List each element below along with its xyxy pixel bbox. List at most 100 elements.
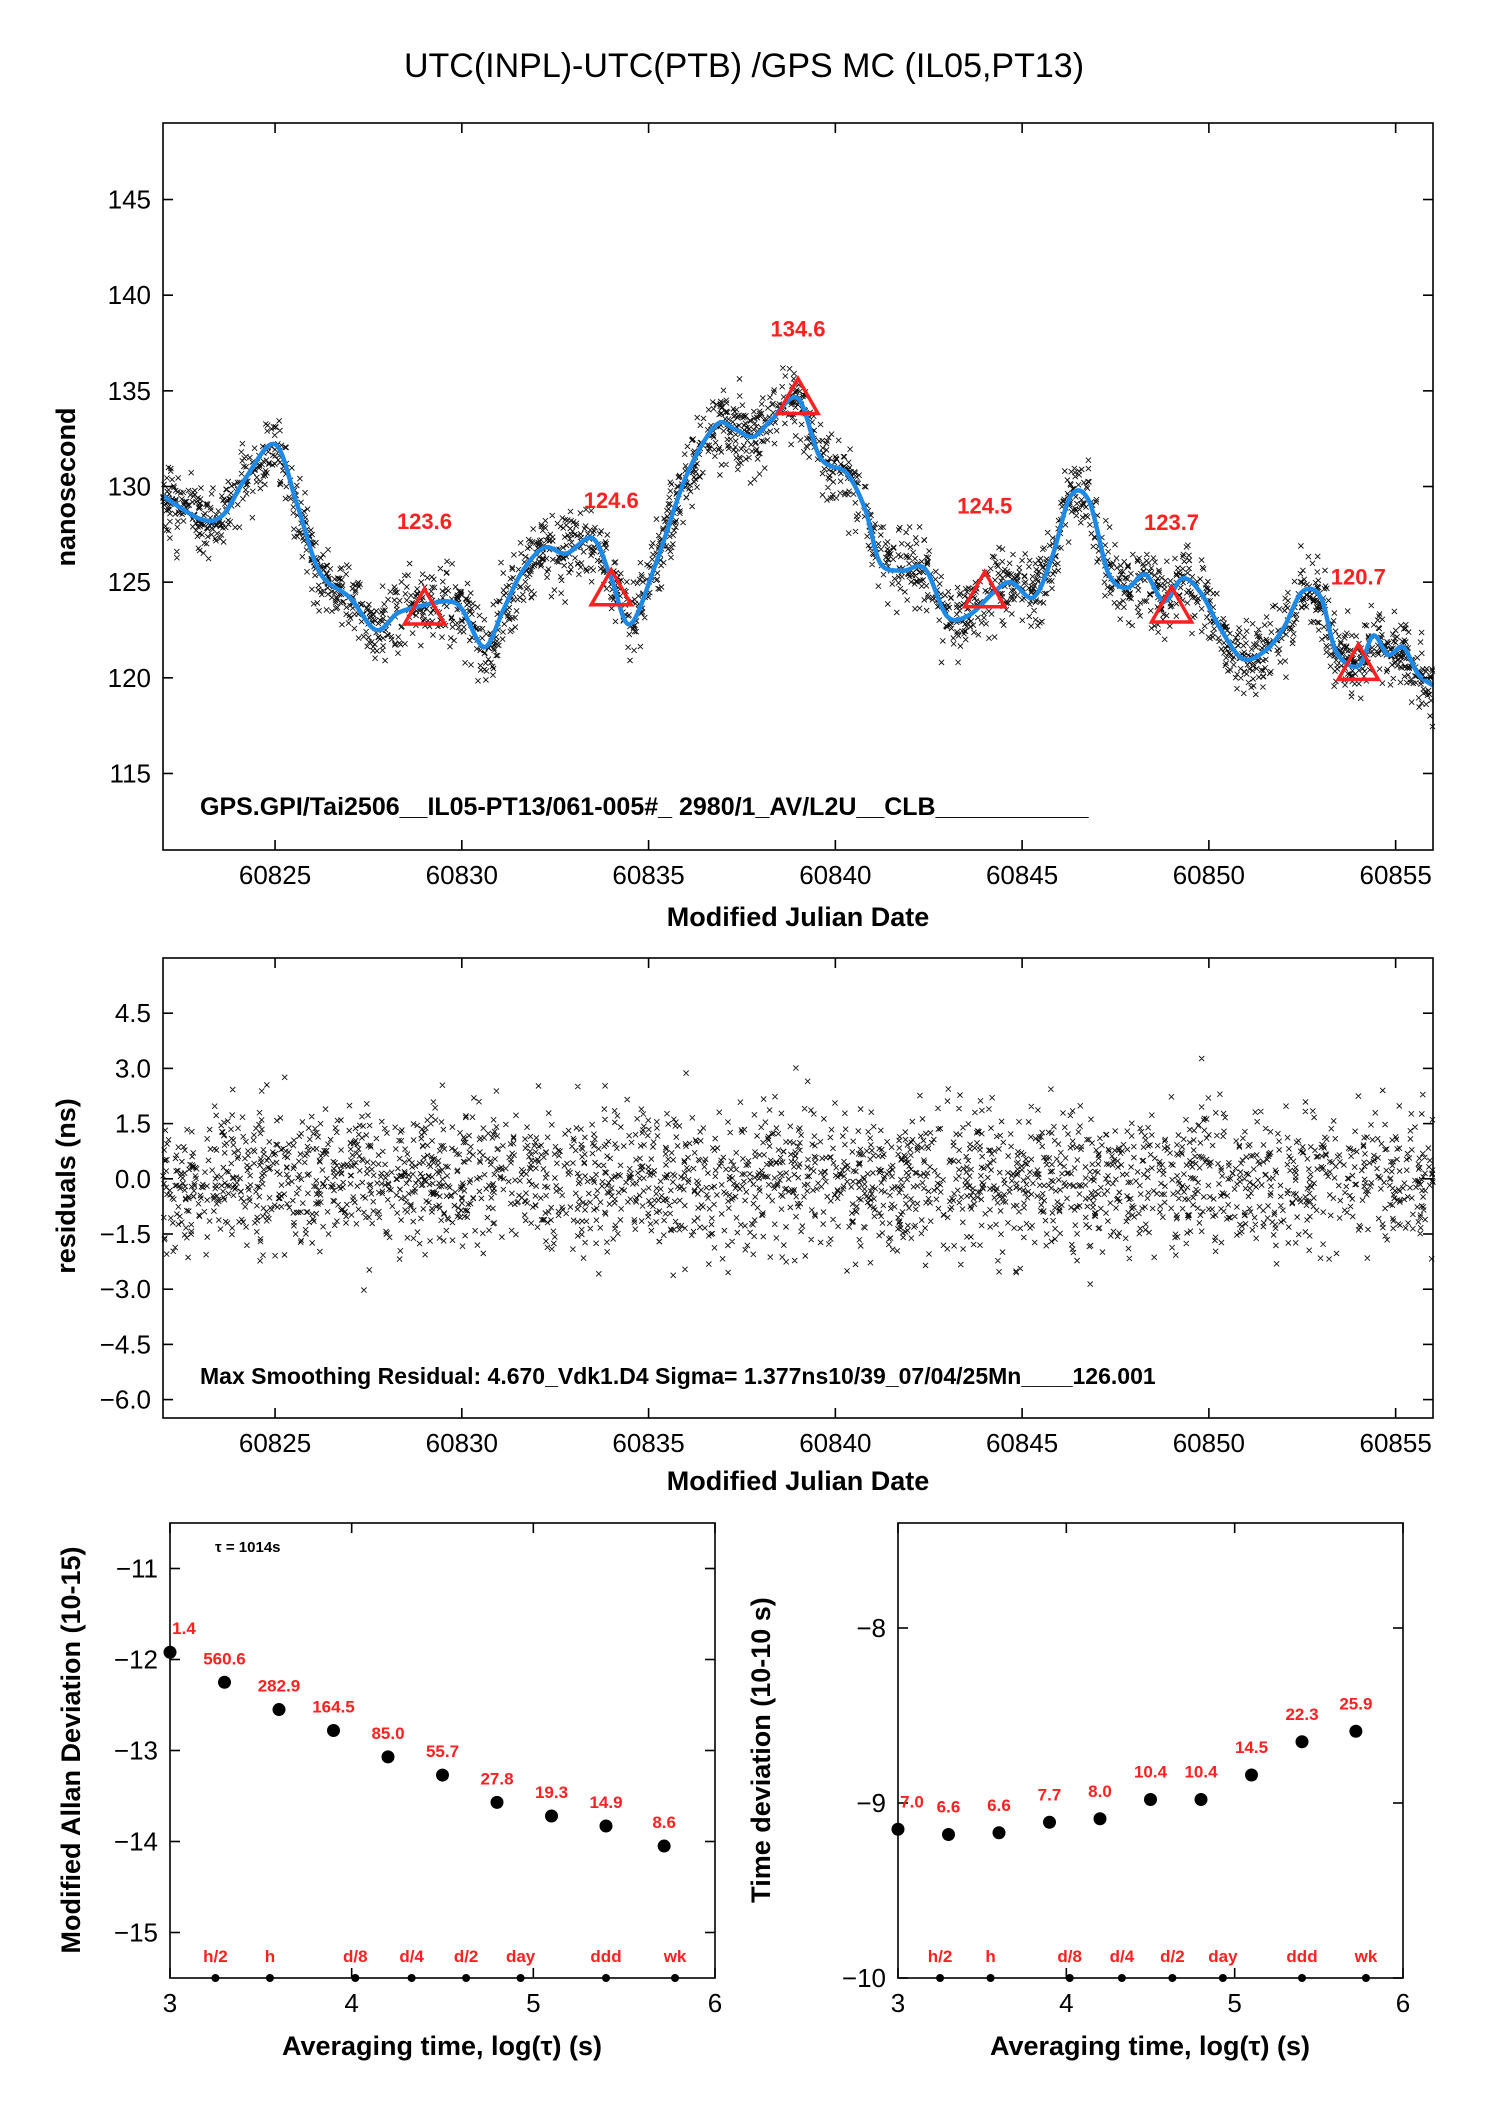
main-y-tick-label: 120 — [108, 663, 151, 693]
main-x-tick-label: 60845 — [986, 860, 1058, 890]
main-y-tick-label: 130 — [108, 472, 151, 502]
residuals-x-tick-label: 60825 — [239, 1428, 311, 1458]
allan-reference-label: wk — [663, 1947, 687, 1966]
residuals-y-tick-label: 1.5 — [115, 1109, 151, 1139]
allan-point-label: 55.7 — [426, 1742, 459, 1761]
triangle-marker — [1335, 640, 1382, 682]
main-y-tick-label: 135 — [108, 376, 151, 406]
tdev-reference-label: h — [985, 1947, 995, 1966]
tdev-x-tick-label: 5 — [1227, 1988, 1241, 2018]
allan-reference-label: d/8 — [343, 1947, 368, 1966]
allan-reference-label: day — [506, 1947, 536, 1966]
allan-data-point — [327, 1723, 340, 1737]
main-x-tick-label: 60830 — [426, 860, 498, 890]
residuals-x-tick-label: 60850 — [1173, 1428, 1245, 1458]
tdev-x-tick-label: 3 — [891, 1988, 905, 2018]
tdev-point-label: 10.4 — [1134, 1763, 1168, 1782]
main-x-tick-label: 60855 — [1359, 860, 1431, 890]
allan-x-tick-label: 6 — [708, 1988, 722, 2018]
allan-y-tick-label: −15 — [114, 1918, 158, 1948]
allan-tau-note: τ = 1014s — [215, 1539, 281, 1556]
residuals-y-tick-label: −1.5 — [100, 1219, 151, 1249]
tdev-data-point — [992, 1826, 1006, 1840]
allan-point-label: 8.6 — [652, 1813, 676, 1832]
tdev-reference-label: h/2 — [928, 1947, 953, 1966]
allan-data-point — [381, 1750, 395, 1764]
main-axis-ticks: 60825 60830 60835 60840 60845 60850 60855 115 12… — [108, 123, 1433, 890]
main-scatter-points — [160, 365, 1436, 730]
residuals-plot-frame — [162, 957, 1434, 1419]
allan-data-point — [545, 1809, 558, 1823]
allan-data-point — [599, 1819, 613, 1833]
allan-point-label: 560.6 — [203, 1649, 246, 1668]
allan-y-tick-label: −12 — [114, 1645, 158, 1675]
allan-plot-frame — [169, 1522, 716, 1979]
main-plot-frame — [162, 122, 1434, 851]
allan-point-label: 164.5 — [312, 1697, 355, 1716]
allan-y-axis-label: Modified Allan Deviation (10-15) — [56, 1546, 86, 1953]
main-x-tick-label: 60850 — [1173, 860, 1245, 890]
allan-x-axis-label: Averaging time, log(τ) (s) — [282, 2031, 602, 2061]
residuals-x-tick-label: 60830 — [426, 1428, 498, 1458]
residuals-note: Max Smoothing Residual: 4.670_Vdk1.D4 Si… — [200, 1363, 1156, 1389]
tdev-axis-ticks: 3 4 5 6 −10 −9 −8 — [842, 1523, 1410, 2018]
triangle-marker — [774, 374, 822, 416]
allan-deviation-chart: 3 4 5 6 −15 −14 −13 −12 −11 1.4 560.6 282.9 164.5 85… — [56, 1522, 722, 2061]
allan-data-point — [218, 1675, 231, 1689]
tdev-reference-label: wk — [1354, 1947, 1378, 1966]
allan-data-point — [436, 1768, 449, 1782]
main-y-tick-label: 125 — [108, 567, 151, 597]
triangle-value-label: 124.6 — [584, 488, 639, 513]
tdev-reference-label: ddd — [1286, 1947, 1317, 1966]
allan-y-axis-label-text: Modified Allan Deviation (10-15) — [56, 1546, 86, 1953]
allan-point-label: 14.9 — [589, 1793, 622, 1812]
tdev-point-label: 14.5 — [1235, 1738, 1268, 1757]
allan-point-label: 282.9 — [258, 1677, 301, 1696]
main-y-tick-label: 140 — [108, 280, 151, 310]
tdev-point-label: 22.3 — [1285, 1705, 1318, 1724]
allan-reference-label: h/2 — [203, 1947, 228, 1966]
residuals-x-tick-label: 60835 — [612, 1428, 684, 1458]
triangle-value-label: 124.5 — [957, 494, 1012, 519]
residuals-y-tick-label: −3.0 — [100, 1274, 151, 1304]
allan-data-point — [657, 1839, 671, 1853]
main-y-tick-label: 115 — [110, 758, 151, 788]
tdev-point-label: 7.0 — [900, 1792, 924, 1811]
residuals-axis-ticks: 60825 60830 60835 60840 60845 60850 60855 −6.0 −… — [100, 958, 1433, 1458]
allan-reference-ticks: h/2 h d/8 d/4 d/2 day ddd wk — [203, 1947, 687, 1982]
tdev-point-label: 8.0 — [1088, 1782, 1112, 1801]
residuals-x-tick-label: 60845 — [986, 1428, 1058, 1458]
tdev-reference-label: d/4 — [1110, 1947, 1135, 1966]
allan-x-tick-label: 5 — [526, 1988, 540, 2018]
tdev-x-tick-label: 6 — [1396, 1988, 1410, 2018]
triangle-marker — [588, 566, 635, 607]
main-x-tick-label: 60825 — [239, 860, 311, 890]
allan-data-point — [272, 1703, 286, 1717]
allan-data-point — [490, 1795, 504, 1809]
tdev-data-point — [1144, 1793, 1157, 1806]
residuals-y-tick-label: 4.5 — [115, 998, 151, 1028]
tdev-x-axis-label: Averaging time, log(τ) (s) — [990, 2031, 1310, 2061]
main-x-tick-label: 60840 — [799, 860, 871, 890]
tdev-data-point — [1194, 1793, 1208, 1806]
allan-y-tick-label: −11 — [116, 1554, 158, 1584]
allan-data-points: 1.4 560.6 282.9 164.5 85.0 55.7 27.8 19.3 14.9 8.… — [163, 1619, 676, 1853]
tdev-plot-frame — [897, 1522, 1404, 1979]
residual-scatter-crosses — [160, 1055, 1436, 1294]
allan-point-label: 27.8 — [480, 1769, 513, 1788]
tdev-data-points: 7.0 6.6 6.6 7.7 8.0 10.4 10.4 14.5 22.3 25.9 — [891, 1694, 1372, 1841]
main-scatter-crosses — [160, 365, 1436, 730]
tdev-data-point — [1093, 1812, 1107, 1826]
tdev-y-tick-label: −8 — [856, 1613, 886, 1643]
allan-reference-label: ddd — [590, 1947, 621, 1966]
tdev-data-point — [1295, 1735, 1309, 1749]
residuals-y-tick-label: −4.5 — [100, 1329, 151, 1359]
main-y-tick-label: 145 — [108, 185, 151, 215]
allan-axis-ticks: 3 4 5 6 −15 −14 −13 −12 −11 — [114, 1523, 722, 2018]
main-y-axis-label: nanosecond — [51, 407, 81, 566]
residuals-y-tick-label: −6.0 — [100, 1385, 151, 1415]
triangle-value-label: 123.6 — [397, 509, 452, 534]
tdev-data-point — [942, 1828, 955, 1841]
allan-point-label: 85.0 — [371, 1724, 404, 1743]
tdev-y-tick-label: −10 — [842, 1963, 886, 1993]
